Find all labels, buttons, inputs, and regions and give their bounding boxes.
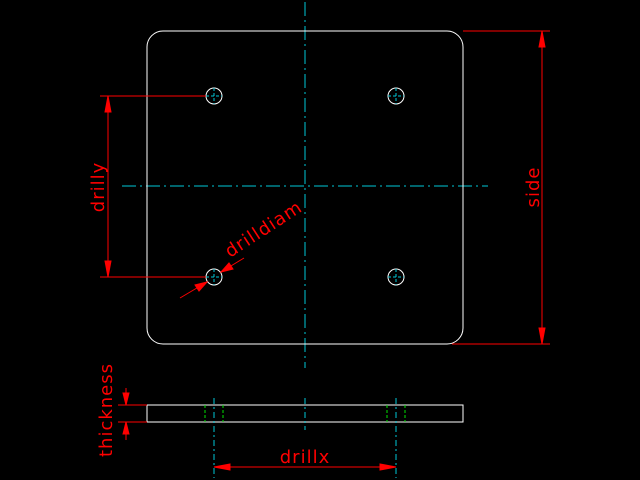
drill-hole-top-left xyxy=(205,87,223,105)
side-label: side xyxy=(523,167,544,208)
hidden-drill-lines xyxy=(204,405,406,422)
drillx-label: drillx xyxy=(280,447,330,468)
dimension-thickness: thickness xyxy=(96,363,147,457)
top-view: side drilly drilldiam xyxy=(88,2,550,368)
thickness-label: thickness xyxy=(96,363,117,457)
centerlines xyxy=(122,2,488,368)
dimension-side: side xyxy=(452,30,550,345)
drill-hole-bottom-right xyxy=(387,268,405,286)
drilldiam-label: drilldiam xyxy=(221,197,306,262)
drill-hole-bottom-left xyxy=(205,268,223,286)
dimension-drilly: drilly xyxy=(88,95,206,278)
side-centerlines xyxy=(213,398,397,478)
drilly-label: drilly xyxy=(88,162,109,212)
drill-hole-top-right xyxy=(387,87,405,105)
dimension-drillx: drillx xyxy=(213,447,397,471)
side-view: thickness drillx xyxy=(96,363,464,478)
dimension-drilldiam: drilldiam xyxy=(179,197,306,299)
plate-outline xyxy=(146,30,464,345)
